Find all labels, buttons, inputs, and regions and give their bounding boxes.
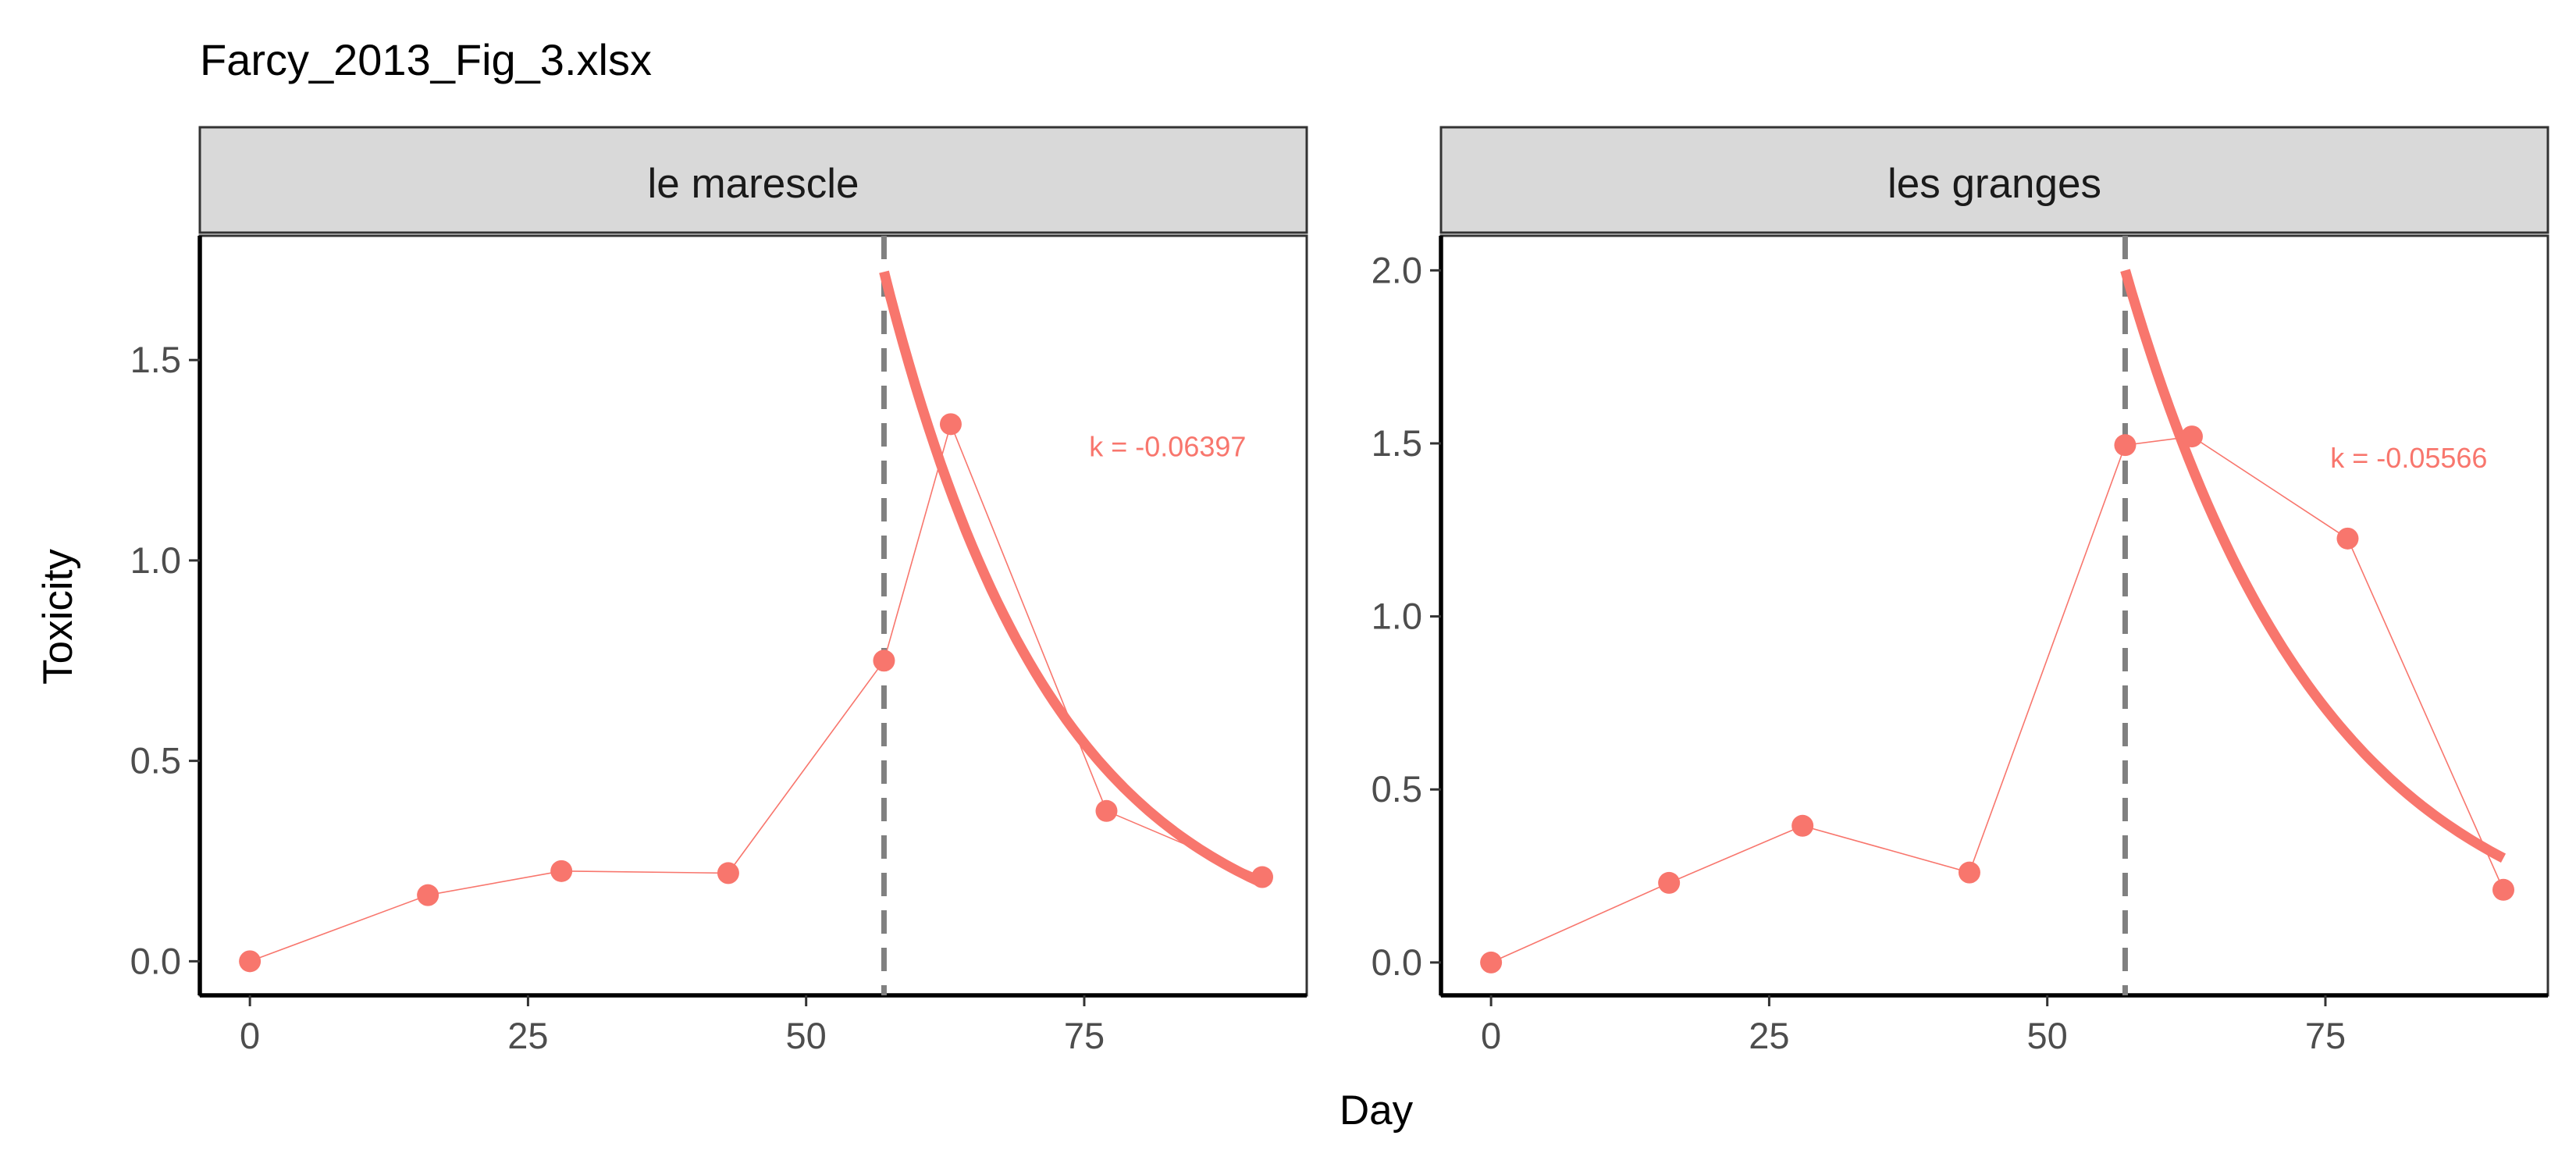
chart-title: Farcy_2013_Fig_3.xlsx <box>200 35 652 84</box>
y-tick-label: 1.0 <box>130 539 181 581</box>
y-tick-label: 0.5 <box>1372 768 1422 810</box>
decay-fit-curve <box>879 270 1265 888</box>
data-point <box>1958 861 1980 884</box>
y-tick-label: 0.0 <box>130 940 181 981</box>
panel-1: le marescle 0.0 0.5 1.0 1.5 0 25 50 75 k = -0.063… <box>130 126 1308 1056</box>
facet-strip-label: le marescle <box>648 161 859 207</box>
data-point <box>417 884 439 906</box>
data-point <box>2180 425 2203 448</box>
panel-border <box>198 234 1308 997</box>
y-tick-label: 1.5 <box>130 339 181 380</box>
data-point <box>717 862 739 884</box>
x-axis-title: Day <box>1340 1087 1414 1134</box>
data-point <box>1251 866 1273 888</box>
data-point <box>1658 871 1681 894</box>
x-tick-label: 0 <box>1481 1015 1501 1056</box>
panel-2: les granges 0.0 0.5 1.0 1.5 2.0 0 25 50 75 k = -0.… <box>1372 126 2549 1056</box>
data-point <box>2336 527 2359 550</box>
series-line <box>249 422 1263 963</box>
data-point <box>873 650 895 672</box>
y-axis-title: Toxicity <box>35 549 81 685</box>
data-point <box>550 860 573 882</box>
panels: le marescle 0.0 0.5 1.0 1.5 0 25 50 75 k = -0.063… <box>130 126 2549 1056</box>
y-tick-label: 0.0 <box>1372 941 1422 983</box>
x-tick-label: 0 <box>240 1015 260 1056</box>
y-tick-label: 0.5 <box>130 740 181 781</box>
y-tick-label: 2.0 <box>1372 249 1422 290</box>
facet-strip-label: les granges <box>1888 161 2101 207</box>
y-tick-label: 1.5 <box>1372 422 1422 464</box>
data-point <box>2114 434 2137 457</box>
x-tick-label: 50 <box>2027 1015 2068 1056</box>
k-label: k = -0.06397 <box>1089 430 1246 462</box>
facet-strip <box>1439 126 2549 234</box>
data-point <box>939 413 962 436</box>
facet-strip <box>198 126 1308 234</box>
x-tick-label: 25 <box>1749 1015 1789 1056</box>
data-point <box>239 950 262 973</box>
x-tick-label: 25 <box>507 1015 548 1056</box>
y-tick-label: 1.0 <box>1372 596 1422 637</box>
data-point <box>2492 878 2514 901</box>
data-point <box>1095 799 1118 822</box>
data-point <box>1791 814 1814 837</box>
k-label: k = -0.05566 <box>2330 442 2487 474</box>
decay-fit-curve <box>2120 269 2507 863</box>
series-line <box>1490 436 2504 963</box>
x-tick-label: 50 <box>786 1015 827 1056</box>
data-point <box>1480 951 1503 973</box>
x-tick-label: 75 <box>1064 1015 1105 1056</box>
x-tick-label: 75 <box>2305 1015 2346 1056</box>
